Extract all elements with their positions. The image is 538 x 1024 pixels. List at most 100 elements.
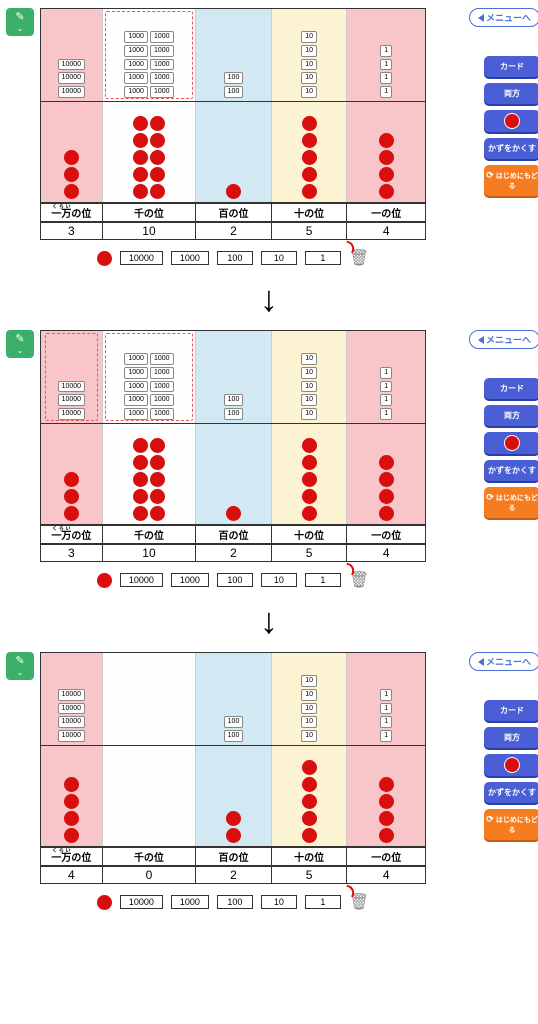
counter-dot[interactable]: [150, 489, 165, 504]
card[interactable]: 10: [301, 394, 317, 406]
card[interactable]: 1: [380, 703, 392, 715]
card[interactable]: 10: [301, 86, 317, 98]
dot-tool[interactable]: [97, 251, 112, 266]
edit-button[interactable]: ✎⌄: [6, 652, 34, 680]
counter-dot[interactable]: [150, 438, 165, 453]
menu-button[interactable]: メニューへ: [469, 8, 538, 27]
card[interactable]: 1: [380, 394, 392, 406]
card-tool-1000[interactable]: 1000: [171, 251, 209, 265]
menu-button[interactable]: メニューへ: [469, 652, 538, 671]
both-mode-button[interactable]: 両方: [484, 405, 538, 426]
reset-button[interactable]: ⟳はじめにもどる: [484, 487, 538, 518]
counter-dot[interactable]: [302, 828, 317, 843]
card[interactable]: 10000: [58, 716, 85, 728]
trash-icon[interactable]: 🗑: [349, 248, 369, 268]
counter-dot[interactable]: [64, 184, 79, 199]
counter-dot[interactable]: [64, 150, 79, 165]
counter-dot[interactable]: [64, 828, 79, 843]
card-tool-10[interactable]: 10: [261, 251, 297, 265]
card[interactable]: 100: [224, 394, 244, 406]
card-tool-1[interactable]: 1: [305, 895, 341, 909]
counter-dot[interactable]: [302, 811, 317, 826]
card-tool-100[interactable]: 100: [217, 573, 253, 587]
counter-dot[interactable]: [302, 472, 317, 487]
card[interactable]: 100: [224, 730, 244, 742]
both-mode-button[interactable]: 両方: [484, 727, 538, 748]
dot-mode-button[interactable]: [484, 432, 538, 454]
counter-dot[interactable]: [379, 167, 394, 182]
counter-dot[interactable]: [64, 811, 79, 826]
card[interactable]: 10: [301, 381, 317, 393]
card-tool-100[interactable]: 100: [217, 895, 253, 909]
counter-dot[interactable]: [150, 167, 165, 182]
counter-dot[interactable]: [302, 167, 317, 182]
card[interactable]: 10: [301, 716, 317, 728]
counter-dot[interactable]: [133, 506, 148, 521]
counter-dot[interactable]: [379, 794, 394, 809]
counter-dot[interactable]: [226, 811, 241, 826]
card-tool-10[interactable]: 10: [261, 895, 297, 909]
counter-dot[interactable]: [150, 472, 165, 487]
counter-dot[interactable]: [150, 116, 165, 131]
counter-dot[interactable]: [150, 133, 165, 148]
dot-mode-button[interactable]: [484, 754, 538, 776]
counter-dot[interactable]: [150, 506, 165, 521]
card[interactable]: 10000: [58, 703, 85, 715]
counter-dot[interactable]: [226, 828, 241, 843]
counter-dot[interactable]: [302, 438, 317, 453]
card-tool-10000[interactable]: 10000: [120, 573, 163, 587]
card-tool-10000[interactable]: 10000: [120, 895, 163, 909]
counter-dot[interactable]: [226, 184, 241, 199]
counter-dot[interactable]: [302, 133, 317, 148]
both-mode-button[interactable]: 両方: [484, 83, 538, 104]
card[interactable]: 1: [380, 689, 392, 701]
counter-dot[interactable]: [379, 472, 394, 487]
card-tool-1000[interactable]: 1000: [171, 573, 209, 587]
counter-dot[interactable]: [379, 489, 394, 504]
counter-dot[interactable]: [64, 777, 79, 792]
counter-dot[interactable]: [302, 760, 317, 775]
card[interactable]: 10000: [58, 59, 85, 71]
card-tool-10[interactable]: 10: [261, 573, 297, 587]
counter-dot[interactable]: [64, 506, 79, 521]
counter-dot[interactable]: [133, 167, 148, 182]
counter-dot[interactable]: [133, 438, 148, 453]
card-tool-100[interactable]: 100: [217, 251, 253, 265]
menu-button[interactable]: メニューへ: [469, 330, 538, 349]
card[interactable]: 10000: [58, 72, 85, 84]
counter-dot[interactable]: [64, 167, 79, 182]
card[interactable]: 10: [301, 730, 317, 742]
card[interactable]: 10: [301, 45, 317, 57]
card[interactable]: 10000: [58, 689, 85, 701]
counter-dot[interactable]: [226, 506, 241, 521]
trash-icon[interactable]: 🗑: [349, 570, 369, 590]
card[interactable]: 10000: [58, 86, 85, 98]
counter-dot[interactable]: [302, 794, 317, 809]
trash-icon[interactable]: 🗑: [349, 892, 369, 912]
card[interactable]: 1: [380, 59, 392, 71]
counter-dot[interactable]: [133, 489, 148, 504]
counter-dot[interactable]: [133, 455, 148, 470]
card[interactable]: 1: [380, 72, 392, 84]
counter-dot[interactable]: [379, 777, 394, 792]
card[interactable]: 1: [380, 86, 392, 98]
counter-dot[interactable]: [379, 828, 394, 843]
counter-dot[interactable]: [64, 489, 79, 504]
card[interactable]: 100: [224, 86, 244, 98]
card[interactable]: 10: [301, 367, 317, 379]
counter-dot[interactable]: [302, 150, 317, 165]
dot-tool[interactable]: [97, 573, 112, 588]
card-mode-button[interactable]: カード: [484, 378, 538, 399]
card[interactable]: 10: [301, 31, 317, 43]
counter-dot[interactable]: [133, 472, 148, 487]
card[interactable]: 10: [301, 353, 317, 365]
counter-dot[interactable]: [379, 150, 394, 165]
hide-number-button[interactable]: かずをかくす: [484, 782, 538, 803]
edit-button[interactable]: ✎⌄: [6, 8, 34, 36]
reset-button[interactable]: ⟳はじめにもどる: [484, 809, 538, 840]
dot-mode-button[interactable]: [484, 110, 538, 132]
card[interactable]: 10: [301, 703, 317, 715]
card[interactable]: 100: [224, 716, 244, 728]
counter-dot[interactable]: [302, 777, 317, 792]
counter-dot[interactable]: [150, 184, 165, 199]
